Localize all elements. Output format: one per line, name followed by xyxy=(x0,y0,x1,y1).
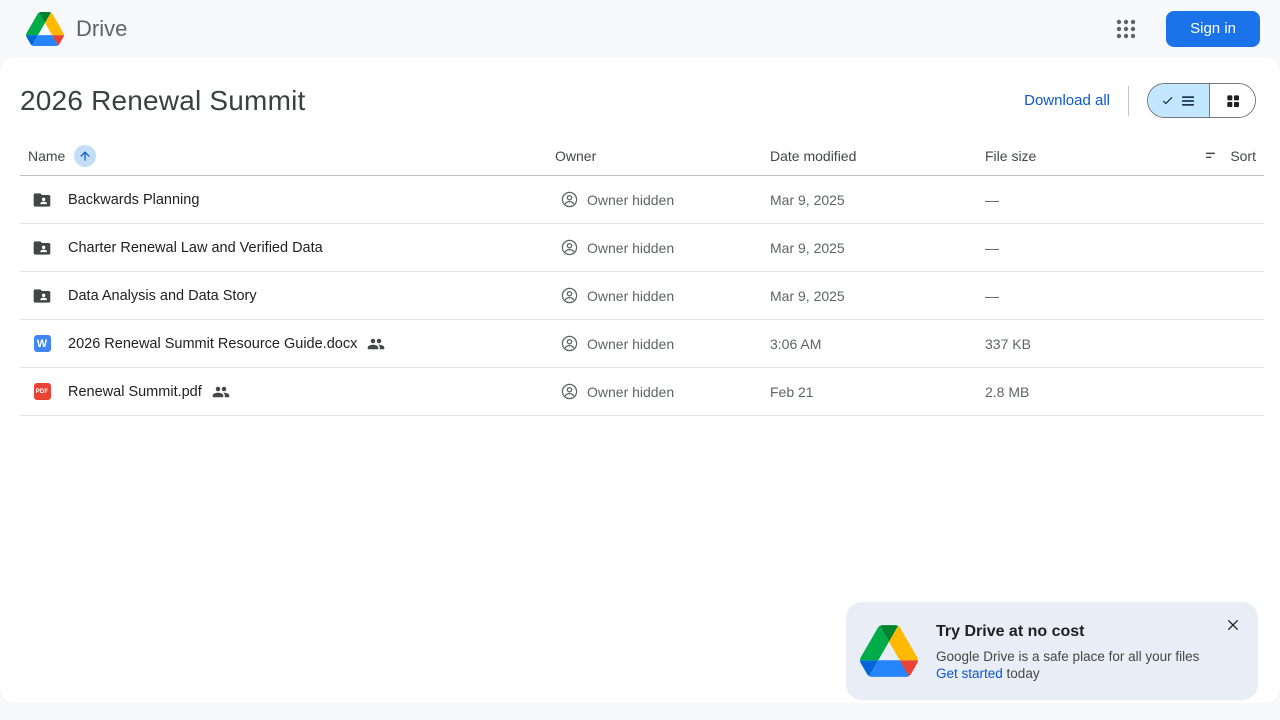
file-row[interactable]: Charter Renewal Law and Verified Data Ow… xyxy=(20,224,1264,272)
shared-people-icon xyxy=(212,383,230,401)
file-row[interactable]: Backwards Planning Owner hidden Mar 9, 2… xyxy=(20,176,1264,224)
file-size: — xyxy=(985,239,999,256)
owner-avatar-icon xyxy=(561,287,578,304)
grid-view-button[interactable] xyxy=(1209,84,1255,117)
sort-lines-icon xyxy=(1203,147,1220,164)
owner-label: Owner hidden xyxy=(587,287,675,304)
file-size: 2.8 MB xyxy=(985,383,1030,400)
file-row[interactable]: Data Analysis and Data Story Owner hidde… xyxy=(20,272,1264,320)
sort-menu-button[interactable]: Sort xyxy=(1203,147,1264,164)
file-row[interactable]: W 2026 Renewal Summit Resource Guide.doc… xyxy=(20,320,1264,368)
try-drive-promo-card: Try Drive at no cost Google Drive is a s… xyxy=(846,602,1258,700)
owner-label: Owner hidden xyxy=(587,383,675,400)
file-name: Charter Renewal Law and Verified Data xyxy=(68,239,323,256)
file-name: Renewal Summit.pdf xyxy=(68,383,202,400)
toolbar-divider xyxy=(1128,85,1129,116)
drive-logo-icon xyxy=(26,11,64,46)
column-header-date-modified[interactable]: Date modified xyxy=(770,147,857,164)
file-name: 2026 Renewal Summit Resource Guide.docx xyxy=(68,335,358,352)
view-toggle xyxy=(1147,83,1256,118)
shared-folder-icon xyxy=(32,190,52,210)
date-modified: Feb 21 xyxy=(770,383,814,400)
promo-link-suffix: today xyxy=(1002,665,1040,681)
file-name: Backwards Planning xyxy=(68,191,200,208)
file-size: — xyxy=(985,287,999,304)
column-header-name[interactable]: Name xyxy=(28,147,66,164)
owner-label: Owner hidden xyxy=(587,335,675,352)
grid-view-icon xyxy=(1225,93,1241,109)
drive-logo-icon xyxy=(860,625,918,677)
date-modified: Mar 9, 2025 xyxy=(770,191,845,208)
content-panel: 2026 Renewal Summit Download all xyxy=(0,57,1280,703)
top-app-bar: Drive Sign in xyxy=(0,0,1280,57)
pdf-document-icon: PDF xyxy=(32,382,52,402)
owner-avatar-icon xyxy=(561,191,578,208)
app-title: Drive xyxy=(76,15,128,41)
sort-ascending-icon[interactable] xyxy=(74,144,97,167)
column-header-owner[interactable]: Owner xyxy=(555,147,597,164)
shared-folder-icon xyxy=(32,238,52,258)
date-modified: 3:06 AM xyxy=(770,335,822,352)
promo-title: Try Drive at no cost xyxy=(936,622,1085,640)
owner-avatar-icon xyxy=(561,383,578,400)
close-icon[interactable] xyxy=(1222,614,1244,636)
owner-avatar-icon xyxy=(561,239,578,256)
list-view-icon xyxy=(1180,93,1196,109)
table-header-row: Name Owner Date modified File size Sort xyxy=(20,136,1264,176)
sign-in-button[interactable]: Sign in xyxy=(1166,10,1260,47)
get-started-link[interactable]: Get started xyxy=(936,665,1003,681)
column-header-file-size[interactable]: File size xyxy=(985,147,1037,164)
owner-label: Owner hidden xyxy=(587,191,675,208)
file-size: — xyxy=(985,191,999,208)
file-row[interactable]: PDF Renewal Summit.pdf Owner hidden Feb … xyxy=(20,368,1264,416)
word-document-icon: W xyxy=(32,334,52,354)
drive-brand: Drive xyxy=(26,11,128,46)
download-all-link[interactable]: Download all xyxy=(1024,92,1110,109)
shared-folder-icon xyxy=(32,286,52,306)
date-modified: Mar 9, 2025 xyxy=(770,239,845,256)
file-table: Name Owner Date modified File size Sort xyxy=(20,136,1264,416)
owner-avatar-icon xyxy=(561,335,578,352)
file-size: 337 KB xyxy=(985,335,1031,352)
promo-body: Google Drive is a safe place for all you… xyxy=(936,648,1200,681)
shared-people-icon xyxy=(367,335,385,353)
folder-title: 2026 Renewal Summit xyxy=(20,84,306,116)
list-view-button[interactable] xyxy=(1148,84,1209,117)
check-icon xyxy=(1161,94,1174,107)
file-name: Data Analysis and Data Story xyxy=(68,287,257,304)
google-apps-grid-icon[interactable] xyxy=(1106,9,1146,49)
owner-label: Owner hidden xyxy=(587,239,675,256)
date-modified: Mar 9, 2025 xyxy=(770,287,845,304)
